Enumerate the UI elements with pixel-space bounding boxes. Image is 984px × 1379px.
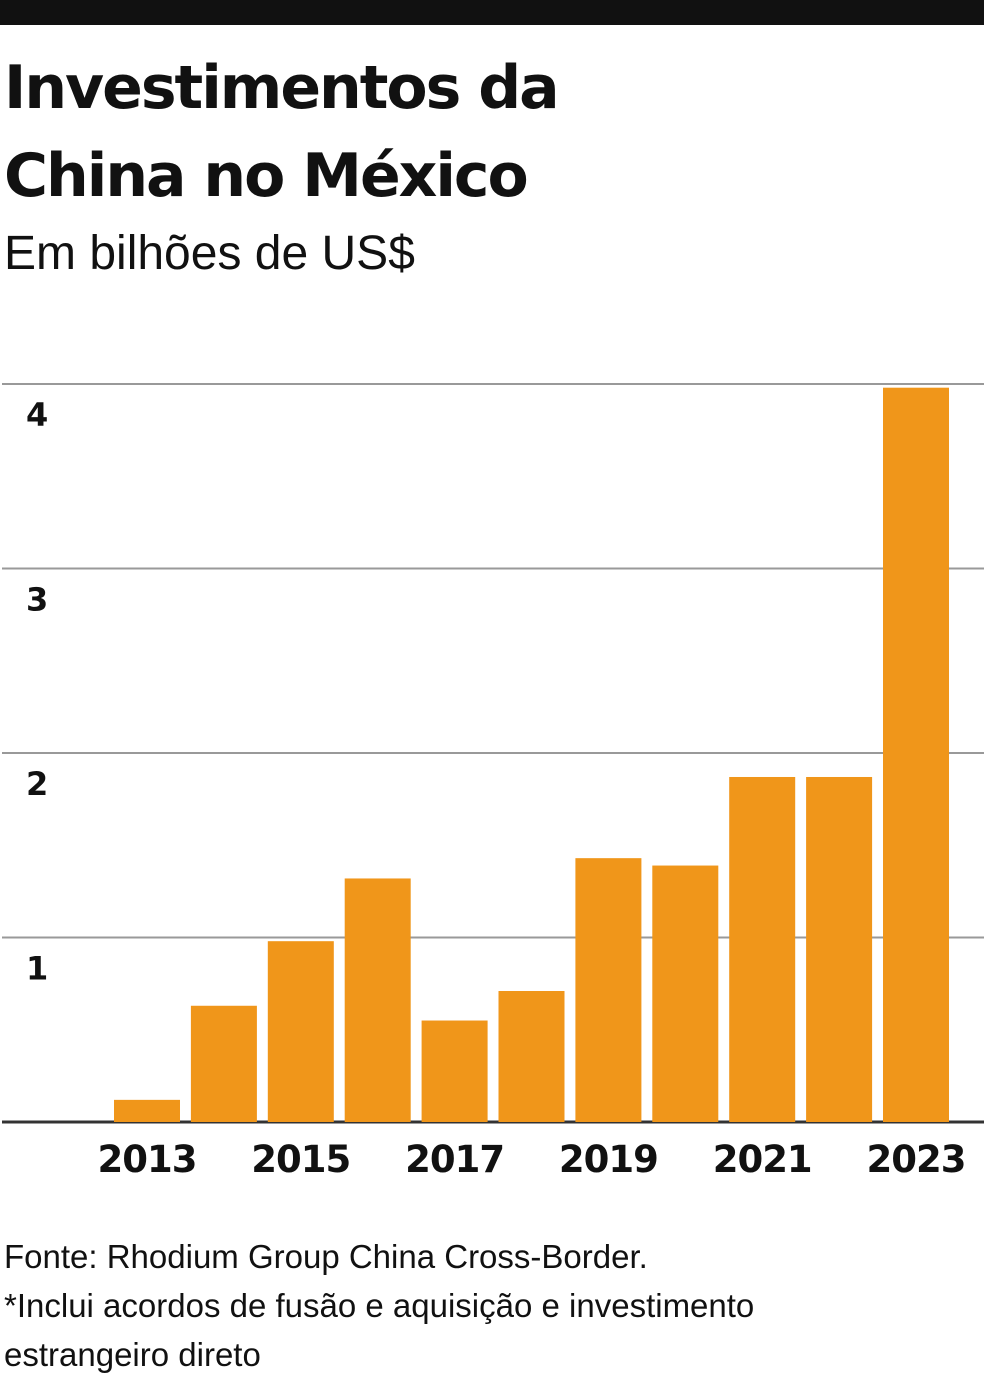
bar-2023 [883,387,949,1122]
y-tick-label-1: 1 [26,950,48,988]
bar-2020 [652,865,719,1122]
title-line-1: Investimentos da [4,53,560,123]
x-tick-label-2013: 2013 [98,1138,197,1181]
bar-2017 [421,1020,488,1122]
definition-note-line-2: estrangeiro direto [4,1336,261,1373]
y-tick-label-2: 2 [26,765,48,803]
bar-2013 [114,1099,180,1122]
footnote: Fonte: Rhodium Group China Cross-Border.… [4,1232,974,1379]
bar-2018 [498,991,565,1122]
top-rule [0,0,984,25]
definition-note-line-1: *Inclui acordos de fusão e aquisição e i… [4,1287,755,1324]
y-tick-label-3: 3 [26,581,48,619]
x-tick-label-2017: 2017 [405,1138,504,1181]
bar-2019 [575,858,642,1122]
bar-2014 [190,1005,257,1122]
source-note: Fonte: Rhodium Group China Cross-Border. [4,1238,648,1275]
y-tick-label-4: 4 [26,396,48,434]
bar-2016 [344,878,411,1122]
bar-2015 [267,941,334,1122]
bar-chart: 1 2 3 4 2013 2015 2017 2019 2021 2023 [2,383,984,1181]
bars [114,387,949,1122]
chart-subtitle: Em bilhões de US$ [4,227,415,280]
x-tick-label-2015: 2015 [251,1138,350,1181]
x-axis-ticks: 2013 2015 2017 2019 2021 2023 [98,1138,967,1181]
bar-2021 [729,776,796,1122]
x-tick-label-2019: 2019 [559,1138,658,1181]
bar-2022 [806,776,873,1122]
title-line-2: China no México [4,141,529,211]
y-axis-ticks: 1 2 3 4 [26,396,48,988]
x-tick-label-2021: 2021 [713,1138,812,1181]
x-tick-label-2023: 2023 [867,1138,966,1181]
chart-title: Investimentos da China no México [4,44,964,220]
